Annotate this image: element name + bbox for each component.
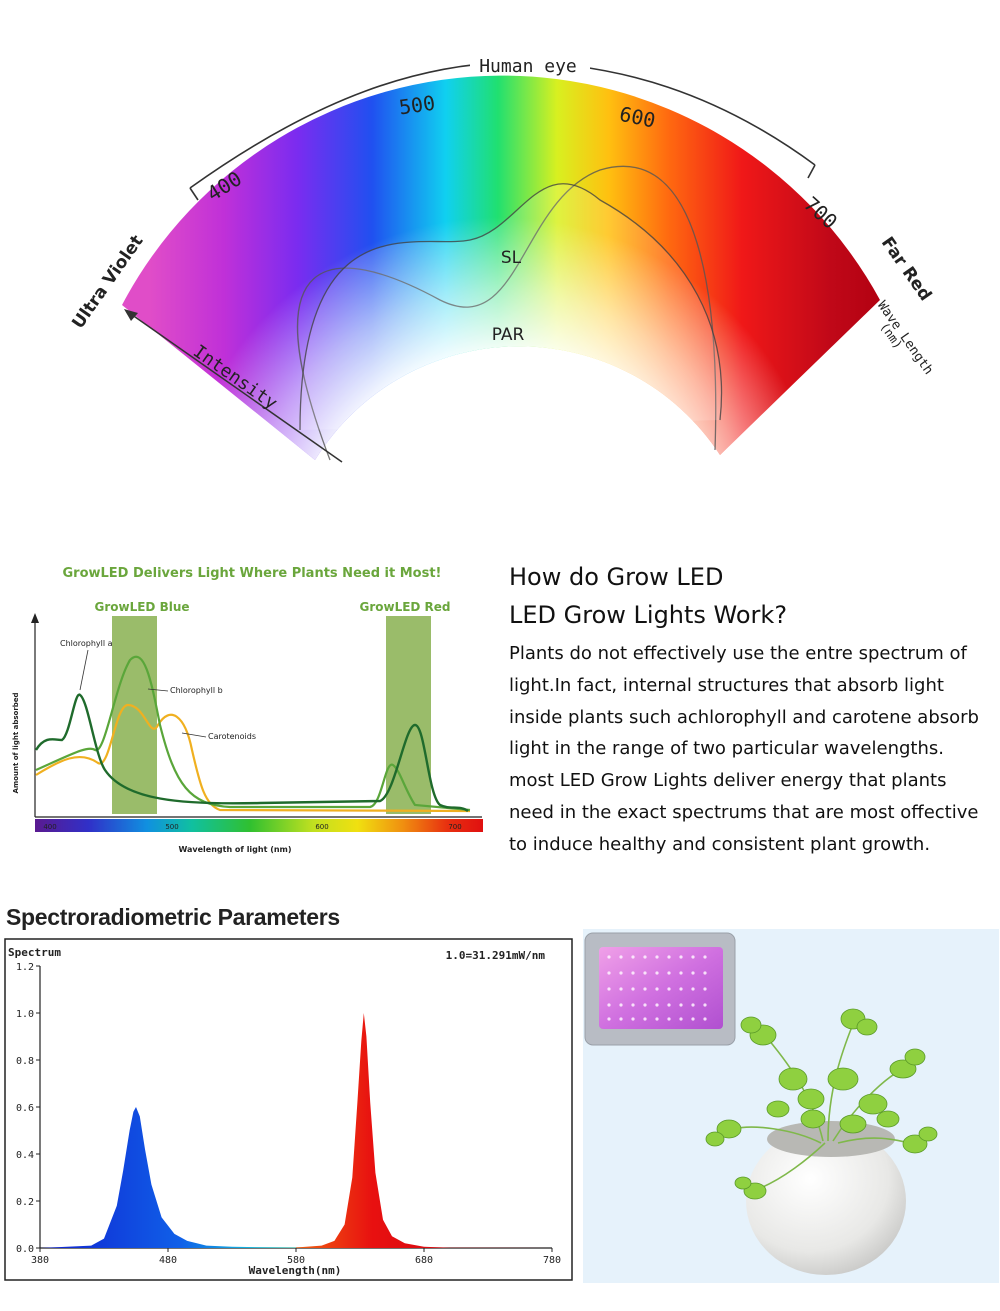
- explanation-line: to induce healthy and consistent plant g…: [509, 833, 931, 855]
- explanation-heading-line2: LED Grow Lights Work?: [509, 601, 788, 629]
- intensity-arrow: [127, 311, 343, 463]
- spectro-ytick-label: 1.0: [16, 1009, 34, 1020]
- spectro-xtick-label: 680: [415, 1255, 433, 1266]
- red-band: [386, 616, 431, 814]
- carotenoids-label: Carotenoids: [208, 732, 256, 741]
- sl-label: SL: [501, 248, 522, 268]
- plant-pot: [746, 1127, 906, 1275]
- par-curve: [299, 183, 723, 431]
- spectro-ytick-label: 0.2: [16, 1197, 34, 1208]
- plant-leaves: [705, 1008, 938, 1200]
- grow-light-illustration: [584, 932, 938, 1275]
- abs-ylabel: Amount of light absorbed: [12, 692, 20, 793]
- far-red-label: Far Red: [877, 233, 935, 304]
- spectro-xtick-label: 580: [287, 1255, 305, 1266]
- spectro-ytick-label: 0.0: [16, 1244, 34, 1255]
- abs-xtick-400: 400: [43, 823, 56, 831]
- red-band-label: GrowLED Red: [359, 600, 450, 614]
- abs-xtick-600: 600: [315, 823, 328, 831]
- spectro-xtick-label: 480: [159, 1255, 177, 1266]
- spectro-ytick-label: 0.4: [16, 1150, 34, 1161]
- human-eye-label: Human eye: [479, 56, 577, 77]
- explanation-line: light in the range of two particular wav…: [509, 738, 944, 760]
- spectro-ytick-label: 0.6: [16, 1103, 34, 1114]
- explanation-line: Plants do not effectively use the entre …: [509, 643, 967, 664]
- spectro-frame: [4, 938, 573, 1281]
- abs-xlabel: Wavelength of light (nm): [178, 845, 291, 854]
- red-peak-series: [296, 1013, 552, 1248]
- explanation-line: inside plants such achlorophyll and caro…: [509, 706, 979, 728]
- explanation-line: need in the exact spectrums that are mos…: [509, 801, 979, 823]
- abs-xtick-700: 700: [448, 823, 461, 831]
- chl-b-curve: [35, 655, 471, 812]
- spectro-title: Spectroradiometric Parameters: [6, 904, 340, 930]
- spectrum-arc-diagram: Human eye 400 500 600 700 Ultra Violet F…: [68, 52, 936, 463]
- tick-500: 500: [397, 91, 436, 120]
- spectro-xlabel: Wavelength(nm): [249, 1264, 342, 1277]
- wavelength-color-bar: [35, 819, 483, 832]
- spectro-ytick-label: 1.2: [16, 962, 34, 973]
- spectro-annotation: 1.0=31.291mW/nm: [446, 949, 546, 962]
- carotenoids-curve: [35, 703, 471, 813]
- explanation-line: most LED Grow Lights deliver energy that…: [509, 770, 947, 792]
- grow-light-photo: [583, 929, 999, 1283]
- spectro-xtick-label: 780: [543, 1255, 561, 1266]
- par-label: PAR: [492, 325, 525, 345]
- chl-b-label: Chlorophyll b: [170, 686, 223, 695]
- explanation-body: Plants do not effectively use the entre …: [509, 638, 994, 861]
- spectro-ytick-label: 0.8: [16, 1056, 34, 1067]
- sl-curve: [296, 165, 717, 461]
- spectro-ylabel: Spectrum: [8, 946, 61, 959]
- absorption-banner: GrowLED Delivers Light Where Plants Need…: [63, 566, 442, 581]
- abs-xtick-500: 500: [165, 823, 178, 831]
- wavelength-label: Wave Length: [874, 298, 936, 377]
- chl-a-curve: [34, 693, 469, 813]
- explanation-heading-line1: How do Grow LED: [509, 563, 724, 591]
- absorption-chart: GrowLED Delivers Light Where Plants Need…: [12, 566, 483, 854]
- lamp-led-panel: [599, 947, 723, 1029]
- explanation-line: light.In fact, internal structures that …: [509, 674, 944, 696]
- explanation-block: How do Grow LED LED Grow Lights Work? Pl…: [509, 558, 994, 861]
- spectro-xtick-label: 380: [31, 1255, 49, 1266]
- spectro-chart: Spectrum 1.0=31.291mW/nm 0.0 0.2 0.4 0.6 0.8…: [4, 938, 573, 1281]
- blue-band-label: GrowLED Blue: [94, 600, 189, 614]
- chl-a-label: Chlorophyll a: [60, 639, 113, 648]
